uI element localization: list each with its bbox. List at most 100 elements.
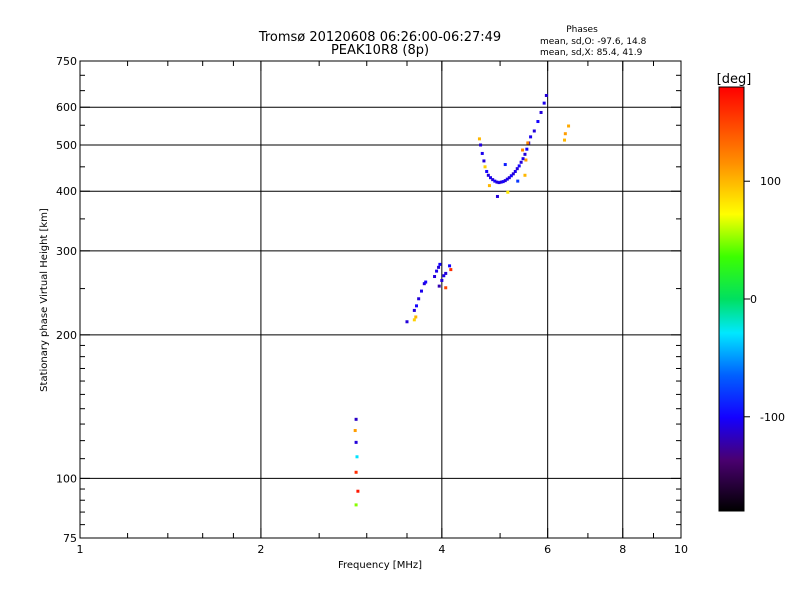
- data-point: [532, 129, 536, 133]
- y-tick-label: 75: [63, 532, 77, 545]
- y-axis: 75 100 200 300 400 500 600 750: [56, 55, 681, 545]
- data-point: [415, 304, 419, 308]
- x-axis: 1 2 4 6 8 10: [77, 61, 688, 556]
- colorbar-tick-label: 0: [750, 293, 757, 306]
- y-tick-label: 750: [56, 55, 77, 68]
- data-point: [489, 176, 493, 180]
- grid: [80, 61, 681, 538]
- colorbar: [deg] 100 0 -100: [717, 72, 785, 512]
- data-point: [438, 262, 442, 266]
- data-point: [497, 181, 501, 185]
- stats-x: mean, sd,X: 85.4, 41.9: [540, 48, 643, 58]
- y-tick-label: 200: [56, 329, 77, 342]
- plot-frame: [79, 60, 682, 539]
- x-tick-label: 1: [77, 543, 84, 556]
- data-point: [482, 159, 486, 163]
- data-point: [444, 271, 448, 275]
- y-axis-label: Stationary phase Virtual Height [km]: [39, 208, 50, 392]
- data-point: [483, 165, 487, 169]
- data-point: [539, 110, 543, 114]
- data-point: [449, 268, 453, 272]
- data-point: [493, 179, 497, 183]
- data-point: [354, 503, 358, 507]
- data-point: [422, 282, 426, 286]
- data-point: [405, 320, 409, 324]
- colorbar-tick-label: 100: [760, 175, 781, 188]
- data-point: [509, 174, 513, 178]
- stats-heading: Phases: [566, 25, 598, 35]
- data-point: [506, 190, 510, 194]
- data-point: [563, 132, 567, 136]
- data-point: [479, 143, 483, 147]
- plot-area: 1 2 4 6 8 10 75 100 200 300 400 500 600 750: [56, 55, 688, 556]
- data-point: [517, 164, 521, 168]
- data-point: [525, 147, 529, 151]
- data-point: [521, 157, 525, 161]
- data-point: [480, 151, 484, 155]
- data-point: [529, 135, 533, 139]
- data-point: [485, 169, 489, 173]
- data-point: [503, 179, 507, 183]
- data-point: [417, 297, 421, 301]
- data-point: [353, 429, 357, 433]
- data-point: [523, 152, 527, 156]
- data-point: [505, 177, 509, 181]
- data-point: [523, 173, 527, 177]
- data-point: [503, 163, 507, 167]
- colorbar-tick-label: -100: [760, 411, 785, 424]
- data-point: [544, 93, 548, 97]
- data-point: [414, 315, 418, 319]
- data-point: [354, 470, 358, 474]
- data-point: [412, 318, 416, 322]
- data-point: [495, 180, 499, 184]
- data-point: [440, 278, 444, 282]
- x-tick-label: 8: [619, 543, 626, 556]
- data-point: [511, 172, 515, 176]
- data-point: [354, 417, 358, 421]
- stats-o: mean, sd,O: -97.6, 14.8: [540, 37, 647, 47]
- data-point: [437, 284, 441, 288]
- data-point: [515, 167, 519, 171]
- data-point: [563, 138, 567, 142]
- data-point: [519, 160, 523, 164]
- colorbar-gradient: [718, 86, 745, 512]
- data-point: [524, 158, 528, 162]
- x-tick-label: 2: [257, 543, 264, 556]
- data-point: [412, 308, 416, 312]
- data-point: [526, 141, 530, 145]
- data-point: [355, 455, 359, 459]
- data-point: [442, 274, 446, 278]
- data-point: [516, 179, 520, 183]
- data-point: [435, 269, 439, 273]
- data-point: [513, 169, 517, 173]
- data-point: [567, 124, 571, 128]
- data-point: [542, 101, 546, 105]
- data-point: [437, 265, 441, 269]
- y-tick-label: 100: [56, 472, 77, 485]
- data-point: [424, 280, 428, 284]
- colorbar-label: [deg]: [717, 72, 752, 87]
- data-points: [353, 93, 571, 507]
- y-tick-label: 500: [56, 139, 77, 152]
- data-point: [487, 184, 491, 188]
- data-point: [499, 180, 503, 184]
- y-tick-label: 400: [56, 185, 77, 198]
- data-point: [486, 173, 490, 177]
- data-point: [419, 289, 423, 293]
- x-tick-label: 6: [544, 543, 551, 556]
- data-point: [491, 178, 495, 182]
- x-axis-label: Frequency [MHz]: [338, 560, 422, 571]
- data-point: [448, 264, 452, 268]
- x-tick-label: 4: [438, 543, 445, 556]
- y-tick-label: 300: [56, 245, 77, 258]
- data-point: [444, 286, 448, 290]
- chart-subtitle: PEAK10R8 (8p): [331, 43, 429, 58]
- data-point: [521, 148, 525, 152]
- x-tick-label: 10: [674, 543, 688, 556]
- data-point: [495, 194, 499, 198]
- data-point: [501, 180, 505, 184]
- data-point: [354, 440, 358, 444]
- chart-title: Tromsø 20120608 06:26:00-06:27:49: [258, 30, 501, 45]
- colorbar-ticks: 100 0 -100: [744, 175, 785, 424]
